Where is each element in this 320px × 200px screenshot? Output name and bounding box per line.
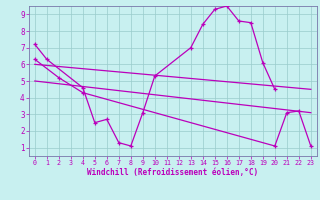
X-axis label: Windchill (Refroidissement éolien,°C): Windchill (Refroidissement éolien,°C) <box>87 168 258 177</box>
